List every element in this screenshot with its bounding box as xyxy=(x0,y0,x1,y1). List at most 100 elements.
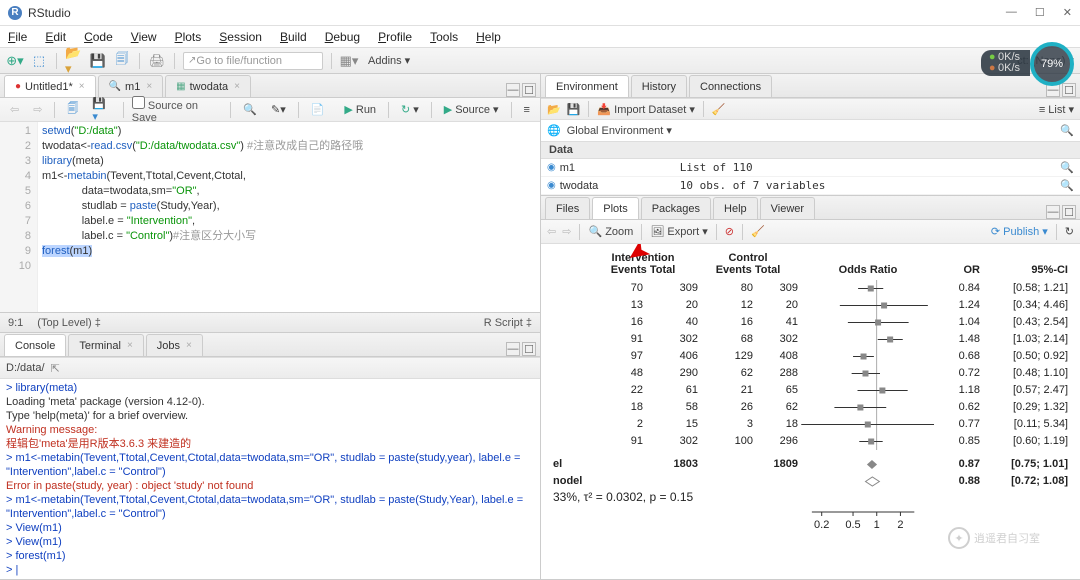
save-all-icon[interactable]: 🗐 xyxy=(113,52,131,70)
code-editor[interactable]: 12345678910 setwd("D:/data") twodata<-re… xyxy=(0,122,540,312)
console-output[interactable]: > library(meta)Loading 'meta' package (v… xyxy=(0,379,540,579)
import-dataset-button[interactable]: 📥 Import Dataset ▾ xyxy=(597,103,694,116)
new-project-icon[interactable]: ⬚ xyxy=(30,52,48,70)
console-path-bar: D:/data/ ⇱ xyxy=(0,357,540,379)
scope-selector[interactable]: (Top Level) ‡ xyxy=(37,317,101,329)
env-tabs: EnvironmentHistoryConnections —☐ xyxy=(541,74,1080,98)
menu-session[interactable]: Session xyxy=(219,30,262,44)
menu-plots[interactable]: Plots xyxy=(175,30,202,44)
save-workspace-icon[interactable]: 💾 xyxy=(567,103,581,116)
remove-plot-icon[interactable]: ⊘ xyxy=(725,225,734,238)
env-tab[interactable]: Connections xyxy=(689,75,772,97)
outline-icon[interactable]: ≡ xyxy=(520,103,534,117)
minimize-button[interactable]: — xyxy=(1006,6,1017,19)
env-row[interactable]: ◉m1List of 110🔍 xyxy=(541,159,1080,177)
run-button[interactable]: ▶Run xyxy=(340,102,380,117)
source-on-save-checkbox[interactable]: Source on Save xyxy=(132,96,223,124)
viewer-tab[interactable]: Packages xyxy=(641,197,711,219)
env-scope-selector[interactable]: Global Environment ▾ xyxy=(567,124,672,137)
console-tab[interactable]: Jobs× xyxy=(146,334,203,356)
viewer-tab[interactable]: Files xyxy=(545,197,590,219)
close-button[interactable]: ✕ xyxy=(1063,6,1072,19)
maximize-button[interactable]: ☐ xyxy=(1035,6,1045,19)
clear-env-icon[interactable]: 🧹 xyxy=(712,103,726,116)
forest-row: 974061294080.68[0.50; 0.92] xyxy=(553,348,1068,365)
new-file-icon[interactable]: ⊕▾ xyxy=(6,52,24,70)
menu-build[interactable]: Build xyxy=(280,30,307,44)
menu-file[interactable]: File xyxy=(8,30,27,44)
wd-popout-icon[interactable]: ⇱ xyxy=(51,362,60,375)
source-tab[interactable]: ▦twodata× xyxy=(165,75,251,97)
wand-icon[interactable]: ✎▾ xyxy=(267,102,290,117)
print-icon[interactable]: 🖨 xyxy=(148,52,166,70)
source-tabs: ●Untitled1*×🔍m1×▦twodata× —☐ xyxy=(0,74,540,98)
svg-text:1: 1 xyxy=(874,519,880,531)
rerun-icon[interactable]: ↻▾ xyxy=(397,102,423,117)
menu-tools[interactable]: Tools xyxy=(430,30,458,44)
project-selector[interactable]: ct: (None) ▾ xyxy=(1017,54,1074,67)
menu-profile[interactable]: Profile xyxy=(378,30,412,44)
env-tab[interactable]: Environment xyxy=(545,75,629,97)
menu-debug[interactable]: Debug xyxy=(325,30,360,44)
show-file-icon[interactable]: 🗐 xyxy=(63,99,82,120)
env-search-icon[interactable]: 🔍 xyxy=(1060,124,1074,137)
env-section-header: Data xyxy=(541,142,1080,159)
save-source-icon[interactable]: 💾▾ xyxy=(88,96,114,124)
pane-min-icon[interactable]: — xyxy=(506,342,520,356)
goto-function-input[interactable]: ↗ Go to file/function xyxy=(183,52,323,70)
pane-min-icon[interactable]: — xyxy=(1046,83,1060,97)
grid-icon[interactable]: ▦▾ xyxy=(340,52,358,70)
env-scope-bar: 🌐 Global Environment ▾ 🔍 xyxy=(541,120,1080,142)
env-tab[interactable]: History xyxy=(631,75,687,97)
forest-row: 913021002960.85[0.60; 1.19] xyxy=(553,433,1068,450)
console-tabs: ConsoleTerminal×Jobs× —☐ xyxy=(0,333,540,357)
forest-row: 185826620.62[0.29; 1.32] xyxy=(553,399,1068,416)
source-button[interactable]: ▶Source ▾ xyxy=(440,102,503,117)
file-type-selector[interactable]: R Script ‡ xyxy=(484,317,532,329)
menu-edit[interactable]: Edit xyxy=(45,30,66,44)
pane-max-icon[interactable]: ☐ xyxy=(1062,205,1076,219)
watermark: ✦逍遥君自习室 xyxy=(948,527,1040,549)
env-toolbar: 📂 💾 📥 Import Dataset ▾ 🧹 ≡ List ▾ xyxy=(541,98,1080,120)
publish-button[interactable]: ⟳ Publish ▾ xyxy=(991,225,1048,238)
pane-min-icon[interactable]: — xyxy=(506,83,520,97)
pane-max-icon[interactable]: ☐ xyxy=(522,83,536,97)
pane-min-icon[interactable]: — xyxy=(1046,205,1060,219)
addins-menu[interactable]: Addins ▾ xyxy=(364,53,414,68)
save-icon[interactable]: 💾 xyxy=(89,52,107,70)
refresh-plot-icon[interactable]: ↻ xyxy=(1065,225,1074,238)
plot-prev-icon[interactable]: ⇦ xyxy=(547,225,556,238)
console-tab[interactable]: Terminal× xyxy=(68,334,143,356)
plots-toolbar: ⇦ ⇨ 🔍 Zoom 🖼 Export ▾ ⊘ 🧹 ⟳ Publish ▾ ↻ xyxy=(541,220,1080,244)
export-button[interactable]: 🖼 Export ▾ xyxy=(650,225,707,238)
fwd-icon[interactable]: ⇨ xyxy=(29,102,46,117)
source-tab[interactable]: ●Untitled1*× xyxy=(4,75,96,97)
window-title: RStudio xyxy=(28,6,1006,20)
console-tab[interactable]: Console xyxy=(4,334,66,356)
back-icon[interactable]: ⇦ xyxy=(6,102,23,117)
menu-code[interactable]: Code xyxy=(84,30,113,44)
env-row[interactable]: ◉twodata10 obs. of 7 variables🔍 xyxy=(541,177,1080,195)
viewer-tab[interactable]: Help xyxy=(713,197,758,219)
env-list: Data ◉m1List of 110🔍◉twodata10 obs. of 7… xyxy=(541,142,1080,195)
svg-text:0.5: 0.5 xyxy=(845,519,860,531)
pane-max-icon[interactable]: ☐ xyxy=(522,342,536,356)
open-file-icon[interactable]: 📂▾ xyxy=(65,52,83,70)
clear-plots-icon[interactable]: 🧹 xyxy=(751,225,765,238)
load-workspace-icon[interactable]: 📂 xyxy=(547,103,561,116)
menu-view[interactable]: View xyxy=(131,30,157,44)
viewer-tab[interactable]: Plots xyxy=(592,197,638,219)
pane-max-icon[interactable]: ☐ xyxy=(1062,83,1076,97)
plot-next-icon[interactable]: ⇨ xyxy=(562,225,571,238)
zoom-button[interactable]: 🔍 Zoom xyxy=(588,225,633,238)
source-statusbar: 9:1 (Top Level) ‡ R Script ‡ xyxy=(0,312,540,332)
source-tab[interactable]: 🔍m1× xyxy=(98,75,164,97)
find-icon[interactable]: 🔍 xyxy=(239,102,261,117)
viewer-tab[interactable]: Viewer xyxy=(760,197,815,219)
menubar: File Edit Code View Plots Session Build Debug Pr… xyxy=(0,26,1080,48)
menu-help[interactable]: Help xyxy=(476,30,501,44)
forest-row: 164016411.04[0.43; 2.54] xyxy=(553,314,1068,331)
forest-row: 91302683021.48[1.03; 2.14] xyxy=(553,331,1068,348)
env-view-mode[interactable]: ≡ List ▾ xyxy=(1039,103,1074,116)
report-icon[interactable]: 📄 xyxy=(307,102,329,117)
